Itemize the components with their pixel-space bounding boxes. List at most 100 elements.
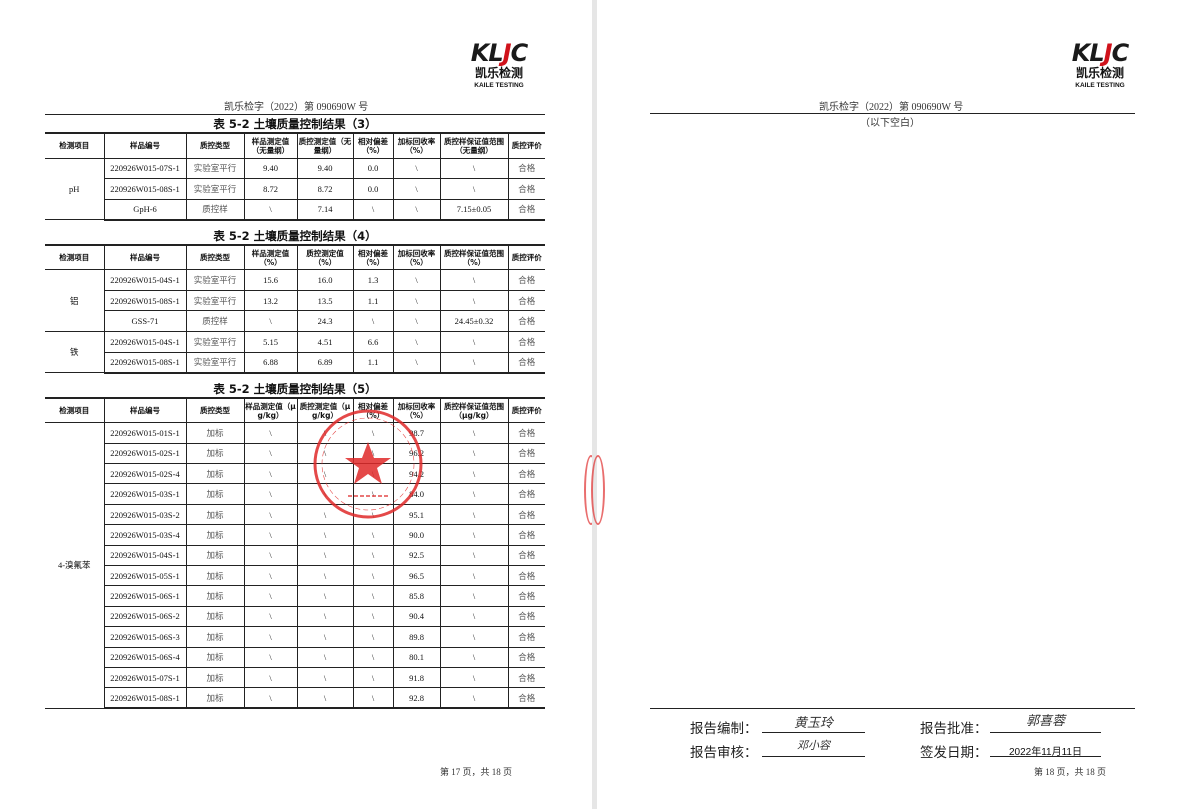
qc-evaluation: 合格 [507,289,545,312]
signature-line [762,756,865,757]
header-rule [45,114,545,115]
test-item: 铁 [45,331,105,374]
column-header: 质控测定值（无量纲） [296,132,354,159]
relative-deviation: \ [352,626,394,648]
relative-deviation: \ [352,524,394,546]
qc-range: \ [439,564,509,587]
qc-range: \ [439,646,509,668]
approved-label: 报告批准： [920,721,988,736]
test-item: pH [45,157,105,221]
seam-seal-fragment [591,455,605,525]
sample-id: 220926W015-06S-4 [104,646,187,668]
table-row: 220926W015-03S-1 加标 \ \ \ 84.0 \ 合格 [45,483,545,505]
spike-recovery: 84.0 [392,483,441,505]
sample-id: 220926W015-04S-1 [104,544,187,566]
sample-value: 13.2 [243,289,298,312]
page-number: 第 17 页，共 18 页 [440,767,513,777]
qc-type: 加标 [185,422,245,444]
qc-range: 24.45±0.32 [439,310,509,333]
doc-number: 凯乐检字（2022）第 090690W 号 [224,102,369,113]
relative-deviation: \ [352,198,394,221]
compiled-signature: 黄玉玲 [793,716,833,731]
qc-value: 24.3 [296,310,354,333]
spike-recovery: \ [392,310,441,333]
qc-value: \ [296,626,354,648]
table-row: 铁 220926W015-04S-1 实验室平行 5.15 4.51 6.6 \ \ 合格 [45,331,545,374]
qc-range: \ [439,331,509,353]
sample-id: 220926W015-01S-1 [103,422,187,444]
qc-type: 加标 [185,626,245,648]
relative-deviation: \ [352,463,394,485]
qc-evaluation: 合格 [507,585,545,607]
qc-evaluation: 合格 [507,351,545,374]
sample-value: \ [243,605,298,628]
qc-type: 加标 [185,524,245,546]
column-header: 样品测定值（%） [243,243,298,271]
column-header: 相对偏差（%） [352,396,394,424]
sample-id: GpH-6 [104,198,187,221]
sample-id: 220926W015-02S-4 [104,463,187,485]
qc-value: \ [296,605,354,628]
logo-cn: 凯乐检测 [1075,66,1124,80]
sample-id: 220926W015-05S-1 [104,564,187,587]
qc-value: \ [296,442,354,465]
page-number: 第 18 页，共 18 页 [1034,767,1107,777]
spike-recovery: \ [392,269,441,291]
qc-evaluation: 合格 [507,666,545,689]
column-header: 相对偏差（%） [352,243,394,271]
test-item: 4-溴氟苯 [45,422,105,709]
relative-deviation: \ [352,605,394,628]
qc-type: 加标 [185,503,245,526]
relative-deviation: 1.1 [352,289,394,312]
qc-evaluation: 合格 [507,524,545,546]
qc-value: 7.14 [296,198,354,221]
table-row: 220926W015-03S-4 加标 \ \ \ 90.0 \ 合格 [45,524,545,546]
sample-value: \ [243,422,298,444]
table-row: 220926W015-06S-4 加标 \ \ \ 80.1 \ 合格 [45,646,545,668]
qc-range: \ [439,503,509,526]
qc-evaluation: 合格 [507,157,545,180]
sample-id: 220926W015-03S-4 [104,524,187,546]
column-header: 质控类型 [185,396,245,424]
sample-value: \ [243,524,298,546]
qc-value: \ [296,687,354,710]
spike-recovery: 92.8 [392,687,441,710]
qc-type: 加标 [185,666,245,689]
header-rule [650,113,1135,114]
sample-value: \ [243,564,298,587]
table-row: 4-溴氟苯 220926W015-01S-1 加标 \ \ \ 98.7 \ 合格 [45,422,545,709]
qc-type: 质控样 [185,310,245,333]
column-header: 样品编号 [103,243,187,271]
spike-recovery: 91.8 [392,666,441,689]
spike-recovery: 94.2 [392,463,441,485]
sample-value: 5.15 [243,331,298,353]
qc-value: 9.40 [296,157,354,180]
relative-deviation: 6.6 [352,331,394,353]
spike-recovery: 90.4 [392,605,441,628]
sample-value: \ [243,666,298,689]
table-row: 220926W015-03S-2 加标 \ \ \ 95.1 \ 合格 [45,503,545,526]
qc-evaluation: 合格 [507,331,545,353]
qc-value: \ [296,585,354,607]
qc-value: \ [296,503,354,526]
footer-rule [650,708,1135,709]
qc-range: \ [439,483,509,505]
qc-evaluation: 合格 [507,463,545,485]
table-row: 220926W015-08S-1 加标 \ \ \ 92.8 \ 合格 [45,687,545,710]
column-header: 样品编号 [103,396,187,424]
qc-type: 实验室平行 [185,157,245,180]
blank-note: （以下空白） [860,118,920,129]
qc-evaluation: 合格 [507,422,545,444]
column-header: 质控样保证值范围（μg/kg） [439,396,509,424]
compiled-label: 报告编制： [690,721,758,736]
report-page-17: KLJC 凯乐检测 KAILE TESTING 凯乐检字（2022）第 0906… [0,0,598,809]
column-header: 加标回收率（%） [392,396,441,424]
qc-type: 加标 [185,585,245,607]
relative-deviation: \ [352,422,394,444]
sample-value: \ [243,198,298,221]
spike-recovery: 96.5 [392,564,441,587]
spike-recovery: 96.2 [392,442,441,465]
qc-type: 加标 [185,605,245,628]
sample-id: 220926W015-08S-1 [104,351,187,374]
column-header: 质控类型 [185,243,245,271]
